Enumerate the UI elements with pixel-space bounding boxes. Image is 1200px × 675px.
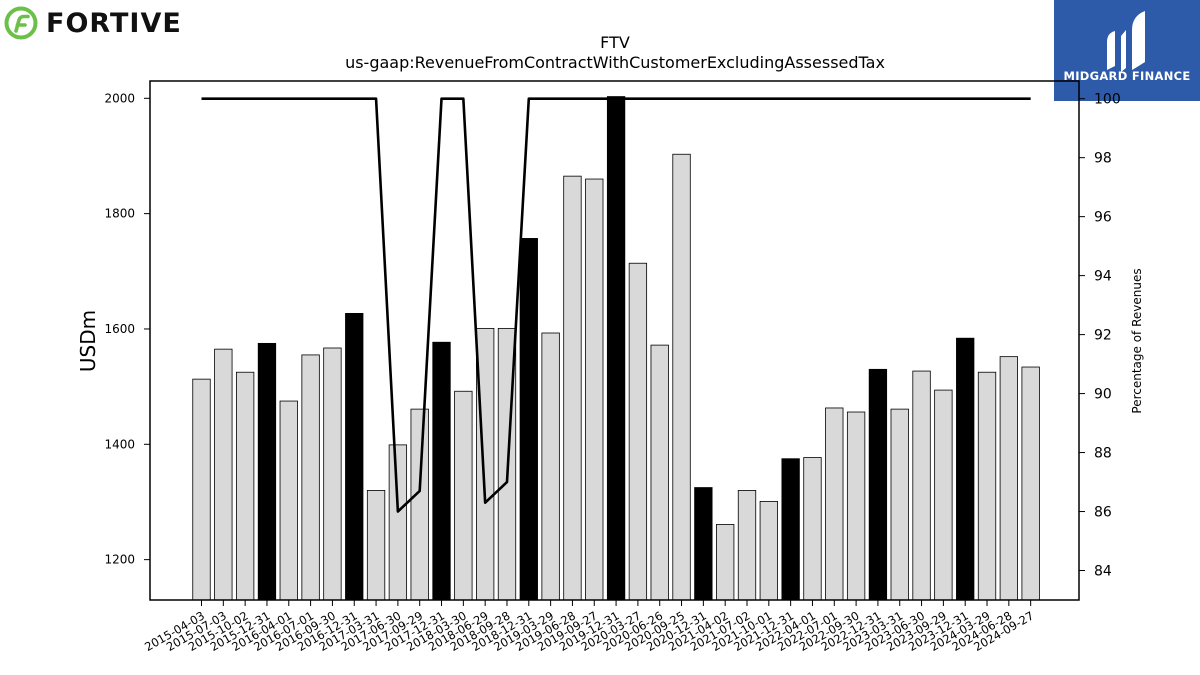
bar-2023-12-31 bbox=[956, 337, 975, 601]
midgard-finance-logo-text: MIDGARD FINANCE bbox=[1063, 69, 1191, 83]
bar-2024-06-28 bbox=[999, 356, 1018, 601]
bar-2020-03-27 bbox=[628, 262, 648, 601]
bar-2023-03-31 bbox=[890, 408, 909, 601]
bar-2019-03-29 bbox=[541, 332, 560, 601]
bar-2020-12-31 bbox=[694, 487, 713, 601]
bar-series bbox=[192, 96, 1040, 601]
fortive-logo: FORTIVE bbox=[4, 4, 182, 42]
y-tick-label-1400: 1400 bbox=[104, 437, 135, 451]
y2-tick-label-100: 100 bbox=[1094, 92, 1121, 108]
bar-2019-12-31 bbox=[606, 96, 626, 601]
y-tick-label-1600: 1600 bbox=[104, 322, 135, 336]
bar-2022-07-01 bbox=[825, 407, 844, 601]
y2-tick-label-88: 88 bbox=[1094, 446, 1112, 462]
y2-axis-label: Percentage of Revenues bbox=[1130, 268, 1144, 413]
bar-2017-06-30 bbox=[388, 444, 408, 601]
chart-subtitle: us-gaap:RevenueFromContractWithCustomerE… bbox=[345, 53, 885, 72]
bar-2022-12-31 bbox=[868, 368, 888, 601]
bar-2024-03-29 bbox=[977, 371, 997, 601]
bar-2019-06-28 bbox=[563, 175, 582, 601]
bar-2017-12-31 bbox=[432, 341, 451, 601]
bar-2019-09-27 bbox=[585, 178, 604, 601]
plot-frame bbox=[149, 80, 1080, 601]
bar-2023-09-29 bbox=[934, 389, 953, 601]
bar-2024-09-27 bbox=[1021, 366, 1040, 601]
bar-2021-04-02 bbox=[716, 524, 735, 601]
bar-2017-09-29 bbox=[410, 408, 429, 601]
percentage-line bbox=[201, 97, 1031, 513]
bar-2015-07-03 bbox=[214, 348, 233, 601]
bar-2017-03-31 bbox=[366, 490, 386, 601]
y2-tick-label-98: 98 bbox=[1094, 151, 1112, 167]
y2-tick-label-96: 96 bbox=[1094, 210, 1112, 226]
bar-2016-09-30 bbox=[323, 347, 342, 601]
y2-tick-label-90: 90 bbox=[1094, 387, 1112, 403]
bar-2015-10-02 bbox=[235, 371, 255, 601]
midgard-finance-logo: MIDGARD FINANCE bbox=[1054, 0, 1200, 101]
bar-2022-09-30 bbox=[846, 411, 866, 601]
bar-2016-07-01 bbox=[301, 354, 320, 601]
y2-tick-label-92: 92 bbox=[1094, 328, 1112, 344]
y2-tick-label-94: 94 bbox=[1094, 269, 1112, 285]
bar-2020-09-25 bbox=[672, 153, 691, 601]
y-tick-label-2000: 2000 bbox=[104, 91, 135, 105]
y2-tick-label-84: 84 bbox=[1094, 564, 1112, 580]
bar-2021-12-31 bbox=[781, 458, 800, 601]
midgard-finance-logo-icon bbox=[1107, 11, 1145, 72]
bar-2023-06-30 bbox=[912, 370, 931, 601]
bar-2016-12-31 bbox=[345, 312, 364, 601]
y-axis-label: USDm bbox=[76, 310, 100, 372]
bar-2021-10-01 bbox=[759, 500, 778, 601]
chart-title: FTV bbox=[600, 33, 630, 52]
y-axis-right: 84 86 88 90 92 94 96 98 100 bbox=[1079, 92, 1121, 580]
bar-2022-04-01 bbox=[803, 457, 822, 601]
y-tick-label-1800: 1800 bbox=[104, 207, 135, 221]
bar-2018-03-30 bbox=[454, 390, 473, 601]
y-axis-left: 1200 1400 1600 1800 2000 bbox=[104, 91, 150, 567]
bar-2015-12-31 bbox=[257, 342, 277, 601]
bar-2015-04-03 bbox=[192, 378, 211, 601]
bar-2020-06-26 bbox=[650, 344, 669, 601]
fortive-logo-text: FORTIVE bbox=[46, 7, 182, 39]
bar-2016-04-01 bbox=[279, 400, 298, 601]
y2-tick-label-86: 86 bbox=[1094, 505, 1112, 521]
y-tick-label-1200: 1200 bbox=[104, 553, 135, 567]
percentage-line-series bbox=[201, 97, 1031, 513]
fortive-logo-icon bbox=[4, 6, 38, 40]
bar-2018-12-31 bbox=[519, 238, 538, 601]
x-axis: 2015-04-032015-07-032015-10-022015-12-31… bbox=[142, 600, 1036, 654]
bar-2021-07-02 bbox=[737, 490, 757, 601]
